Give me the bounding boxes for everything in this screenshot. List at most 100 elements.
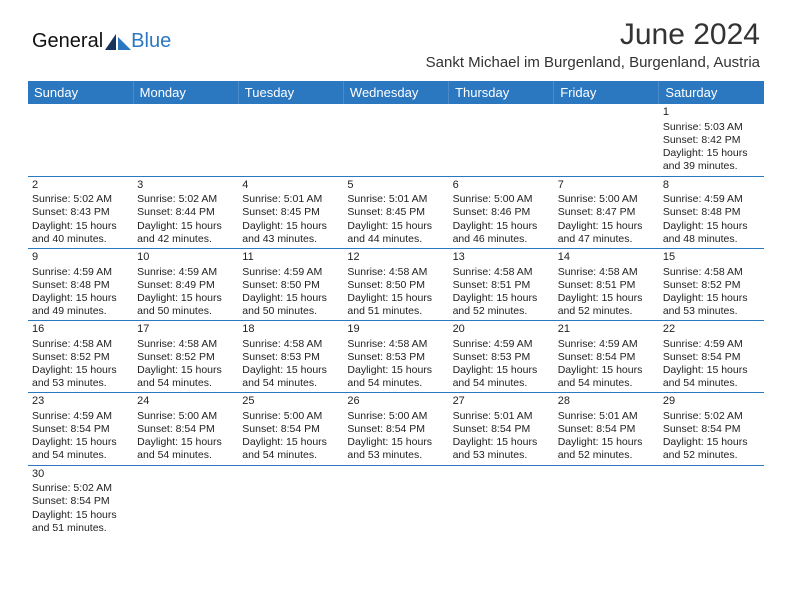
day-number: 7 [558,179,655,193]
day-info-line: and 54 minutes. [137,449,234,462]
day-info-line: Sunset: 8:48 PM [663,206,760,219]
day-info-line: Sunset: 8:53 PM [347,351,444,364]
location-text: Sankt Michael im Burgenland, Burgenland,… [426,54,760,71]
day-info-line: Sunset: 8:51 PM [558,279,655,292]
day-info-line: Sunrise: 5:01 AM [347,193,444,206]
day-info-line: Sunset: 8:45 PM [242,206,339,219]
day-info-line: Sunrise: 5:00 AM [137,410,234,423]
day-info-line: Daylight: 15 hours [32,220,129,233]
day-number: 2 [32,179,129,193]
day-info-line: and 50 minutes. [137,305,234,318]
day-number: 11 [242,251,339,265]
day-info-line: Sunrise: 4:58 AM [558,266,655,279]
day-info-line: Sunset: 8:54 PM [347,423,444,436]
day-info-line: and 54 minutes. [137,377,234,390]
day-info-line: Sunrise: 4:58 AM [663,266,760,279]
day-number: 22 [663,323,760,337]
day-info-line: Daylight: 15 hours [663,436,760,449]
day-info-line: Sunrise: 4:58 AM [347,338,444,351]
month-title: June 2024 [426,18,760,52]
calendar-day: 21Sunrise: 4:59 AMSunset: 8:54 PMDayligh… [554,321,659,393]
day-info-line: Sunrise: 4:58 AM [347,266,444,279]
day-info-line: Sunrise: 5:02 AM [137,193,234,206]
calendar-empty [449,104,554,176]
day-info-line: and 54 minutes. [32,449,129,462]
day-header: Thursday [449,81,554,104]
day-info-line: Sunset: 8:46 PM [453,206,550,219]
day-info-line: and 43 minutes. [242,233,339,246]
day-number: 23 [32,395,129,409]
calendar-day: 26Sunrise: 5:00 AMSunset: 8:54 PMDayligh… [343,393,448,465]
day-header: Saturday [659,81,764,104]
day-info-line: Daylight: 15 hours [347,220,444,233]
calendar-empty [554,465,659,537]
day-info-line: and 54 minutes. [242,377,339,390]
calendar-day: 1Sunrise: 5:03 AMSunset: 8:42 PMDaylight… [659,104,764,176]
day-info-line: and 51 minutes. [32,522,129,535]
calendar-day: 7Sunrise: 5:00 AMSunset: 8:47 PMDaylight… [554,176,659,248]
calendar-week: 9Sunrise: 4:59 AMSunset: 8:48 PMDaylight… [28,248,764,320]
calendar-day: 15Sunrise: 4:58 AMSunset: 8:52 PMDayligh… [659,248,764,320]
calendar-empty [343,104,448,176]
title-block: June 2024 Sankt Michael im Burgenland, B… [426,18,760,71]
day-number: 29 [663,395,760,409]
calendar-day: 6Sunrise: 5:00 AMSunset: 8:46 PMDaylight… [449,176,554,248]
day-info-line: Daylight: 15 hours [453,220,550,233]
day-info-line: Sunset: 8:45 PM [347,206,444,219]
calendar-day: 8Sunrise: 4:59 AMSunset: 8:48 PMDaylight… [659,176,764,248]
brand-word1: General [32,30,103,53]
day-info-line: Sunset: 8:51 PM [453,279,550,292]
day-number: 20 [453,323,550,337]
day-info-line: Sunset: 8:50 PM [347,279,444,292]
calendar-day: 29Sunrise: 5:02 AMSunset: 8:54 PMDayligh… [659,393,764,465]
day-info-line: Daylight: 15 hours [32,364,129,377]
day-info-line: Daylight: 15 hours [558,220,655,233]
day-info-line: Sunrise: 4:58 AM [242,338,339,351]
calendar-day: 9Sunrise: 4:59 AMSunset: 8:48 PMDaylight… [28,248,133,320]
day-info-line: and 42 minutes. [137,233,234,246]
day-info-line: Daylight: 15 hours [663,364,760,377]
day-info-line: Sunrise: 5:01 AM [242,193,339,206]
day-number: 21 [558,323,655,337]
calendar-day: 24Sunrise: 5:00 AMSunset: 8:54 PMDayligh… [133,393,238,465]
calendar-day: 17Sunrise: 4:58 AMSunset: 8:52 PMDayligh… [133,321,238,393]
day-info-line: Sunrise: 5:00 AM [242,410,339,423]
day-info-line: Sunset: 8:52 PM [137,351,234,364]
day-info-line: Daylight: 15 hours [453,364,550,377]
calendar-day: 16Sunrise: 4:58 AMSunset: 8:52 PMDayligh… [28,321,133,393]
day-info-line: Daylight: 15 hours [137,436,234,449]
day-number: 24 [137,395,234,409]
day-info-line: Sunset: 8:50 PM [242,279,339,292]
day-number: 10 [137,251,234,265]
calendar-day: 12Sunrise: 4:58 AMSunset: 8:50 PMDayligh… [343,248,448,320]
day-info-line: Sunset: 8:53 PM [242,351,339,364]
day-info-line: Sunset: 8:43 PM [32,206,129,219]
calendar-empty [238,104,343,176]
day-info-line: and 52 minutes. [453,305,550,318]
day-info-line: and 53 minutes. [663,305,760,318]
calendar-day: 28Sunrise: 5:01 AMSunset: 8:54 PMDayligh… [554,393,659,465]
day-info-line: Sunrise: 4:59 AM [242,266,339,279]
calendar-day: 14Sunrise: 4:58 AMSunset: 8:51 PMDayligh… [554,248,659,320]
day-info-line: and 53 minutes. [347,449,444,462]
day-number: 13 [453,251,550,265]
day-info-line: Daylight: 15 hours [347,364,444,377]
calendar-day: 11Sunrise: 4:59 AMSunset: 8:50 PMDayligh… [238,248,343,320]
day-info-line: and 49 minutes. [32,305,129,318]
day-number: 18 [242,323,339,337]
calendar-day: 10Sunrise: 4:59 AMSunset: 8:49 PMDayligh… [133,248,238,320]
day-info-line: and 52 minutes. [663,449,760,462]
day-info-line: Sunset: 8:52 PM [663,279,760,292]
day-info-line: Daylight: 15 hours [137,364,234,377]
day-number: 1 [663,106,760,120]
calendar-empty [238,465,343,537]
day-header: Tuesday [238,81,343,104]
day-info-line: and 48 minutes. [663,233,760,246]
day-number: 19 [347,323,444,337]
day-number: 17 [137,323,234,337]
day-info-line: Daylight: 15 hours [453,436,550,449]
day-info-line: and 44 minutes. [347,233,444,246]
day-header: Friday [554,81,659,104]
day-info-line: Sunrise: 4:59 AM [32,266,129,279]
day-info-line: Daylight: 15 hours [347,436,444,449]
